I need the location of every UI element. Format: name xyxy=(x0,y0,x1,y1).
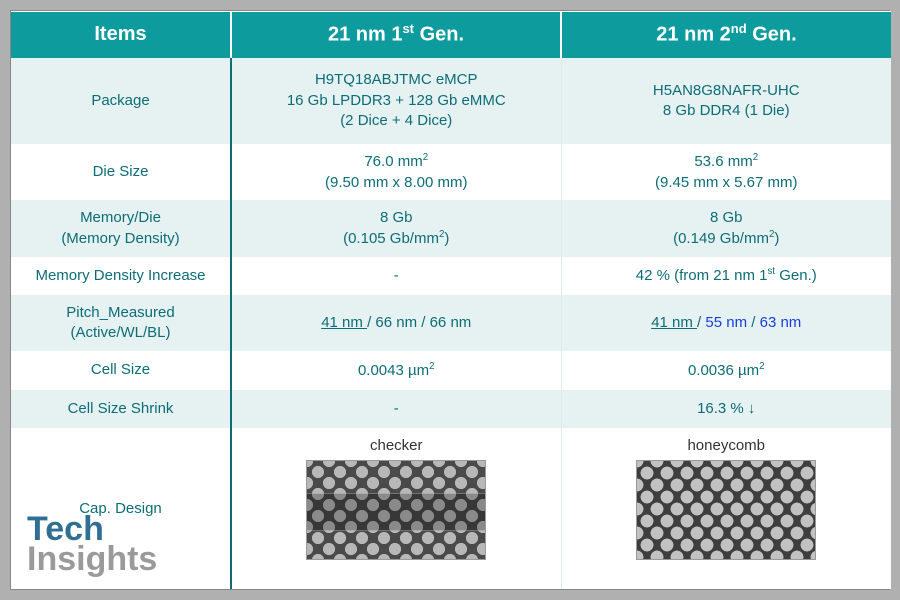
row-memory-die: Memory/Die (Memory Density) 8 Gb (0.105 … xyxy=(11,200,891,256)
density-increase-gen1: - xyxy=(231,257,561,295)
comparison-table: Items 21 nm 1st Gen. 21 nm 2nd Gen. Pack… xyxy=(11,11,891,589)
cap-label-checker: checker xyxy=(240,436,553,456)
row-package: Package H9TQ18ABJTMC eMCP 16 Gb LPDDR3 +… xyxy=(11,58,891,145)
cap-image-honeycomb xyxy=(636,460,816,560)
header-items: Items xyxy=(11,12,231,58)
pitch-gen2: 41 nm / 55 nm / 63 nm xyxy=(561,295,891,351)
cap-image-checker xyxy=(306,460,486,560)
label-die-size: Die Size xyxy=(11,144,231,200)
cell-shrink-gen2: 16.3 % ↓ xyxy=(561,390,891,428)
row-die-size: Die Size 76.0 mm2 (9.50 mm x 8.00 mm) 53… xyxy=(11,144,891,200)
cell-size-gen2: 0.0036 µm2 xyxy=(561,351,891,389)
cap-design-gen1: checker xyxy=(231,428,561,589)
label-cell-shrink: Cell Size Shrink xyxy=(11,390,231,428)
cell-size-gen1: 0.0043 µm2 xyxy=(231,351,561,389)
comparison-table-frame: Items 21 nm 1st Gen. 21 nm 2nd Gen. Pack… xyxy=(10,10,890,590)
cap-design-gen2: honeycomb xyxy=(561,428,891,589)
header-row: Items 21 nm 1st Gen. 21 nm 2nd Gen. xyxy=(11,12,891,58)
package-gen1: H9TQ18ABJTMC eMCP 16 Gb LPDDR3 + 128 Gb … xyxy=(231,58,561,145)
label-pitch: Pitch_Measured (Active/WL/BL) xyxy=(11,295,231,351)
cell-shrink-gen1: - xyxy=(231,390,561,428)
density-increase-gen2: 42 % (from 21 nm 1st Gen.) xyxy=(561,257,891,295)
label-package: Package xyxy=(11,58,231,145)
memory-die-gen2: 8 Gb (0.149 Gb/mm2) xyxy=(561,200,891,256)
memory-die-gen1: 8 Gb (0.105 Gb/mm2) xyxy=(231,200,561,256)
label-density-increase: Memory Density Increase xyxy=(11,257,231,295)
label-memory-die: Memory/Die (Memory Density) xyxy=(11,200,231,256)
row-cell-size: Cell Size 0.0043 µm2 0.0036 µm2 xyxy=(11,351,891,389)
die-size-gen1: 76.0 mm2 (9.50 mm x 8.00 mm) xyxy=(231,144,561,200)
package-gen2: H5AN8G8NAFR-UHC 8 Gb DDR4 (1 Die) xyxy=(561,58,891,145)
die-size-gen2: 53.6 mm2 (9.45 mm x 5.67 mm) xyxy=(561,144,891,200)
pitch-gen1: 41 nm / 66 nm / 66 nm xyxy=(231,295,561,351)
row-cell-shrink: Cell Size Shrink - 16.3 % ↓ xyxy=(11,390,891,428)
header-gen1: 21 nm 1st Gen. xyxy=(231,12,561,58)
label-cap-design: Cap. Design xyxy=(11,428,231,589)
row-cap-design: Cap. Design checker honeycomb xyxy=(11,428,891,589)
header-gen2: 21 nm 2nd Gen. xyxy=(561,12,891,58)
row-density-increase: Memory Density Increase - 42 % (from 21 … xyxy=(11,257,891,295)
cap-label-honeycomb: honeycomb xyxy=(570,436,884,456)
label-cell-size: Cell Size xyxy=(11,351,231,389)
row-pitch: Pitch_Measured (Active/WL/BL) 41 nm / 66… xyxy=(11,295,891,351)
